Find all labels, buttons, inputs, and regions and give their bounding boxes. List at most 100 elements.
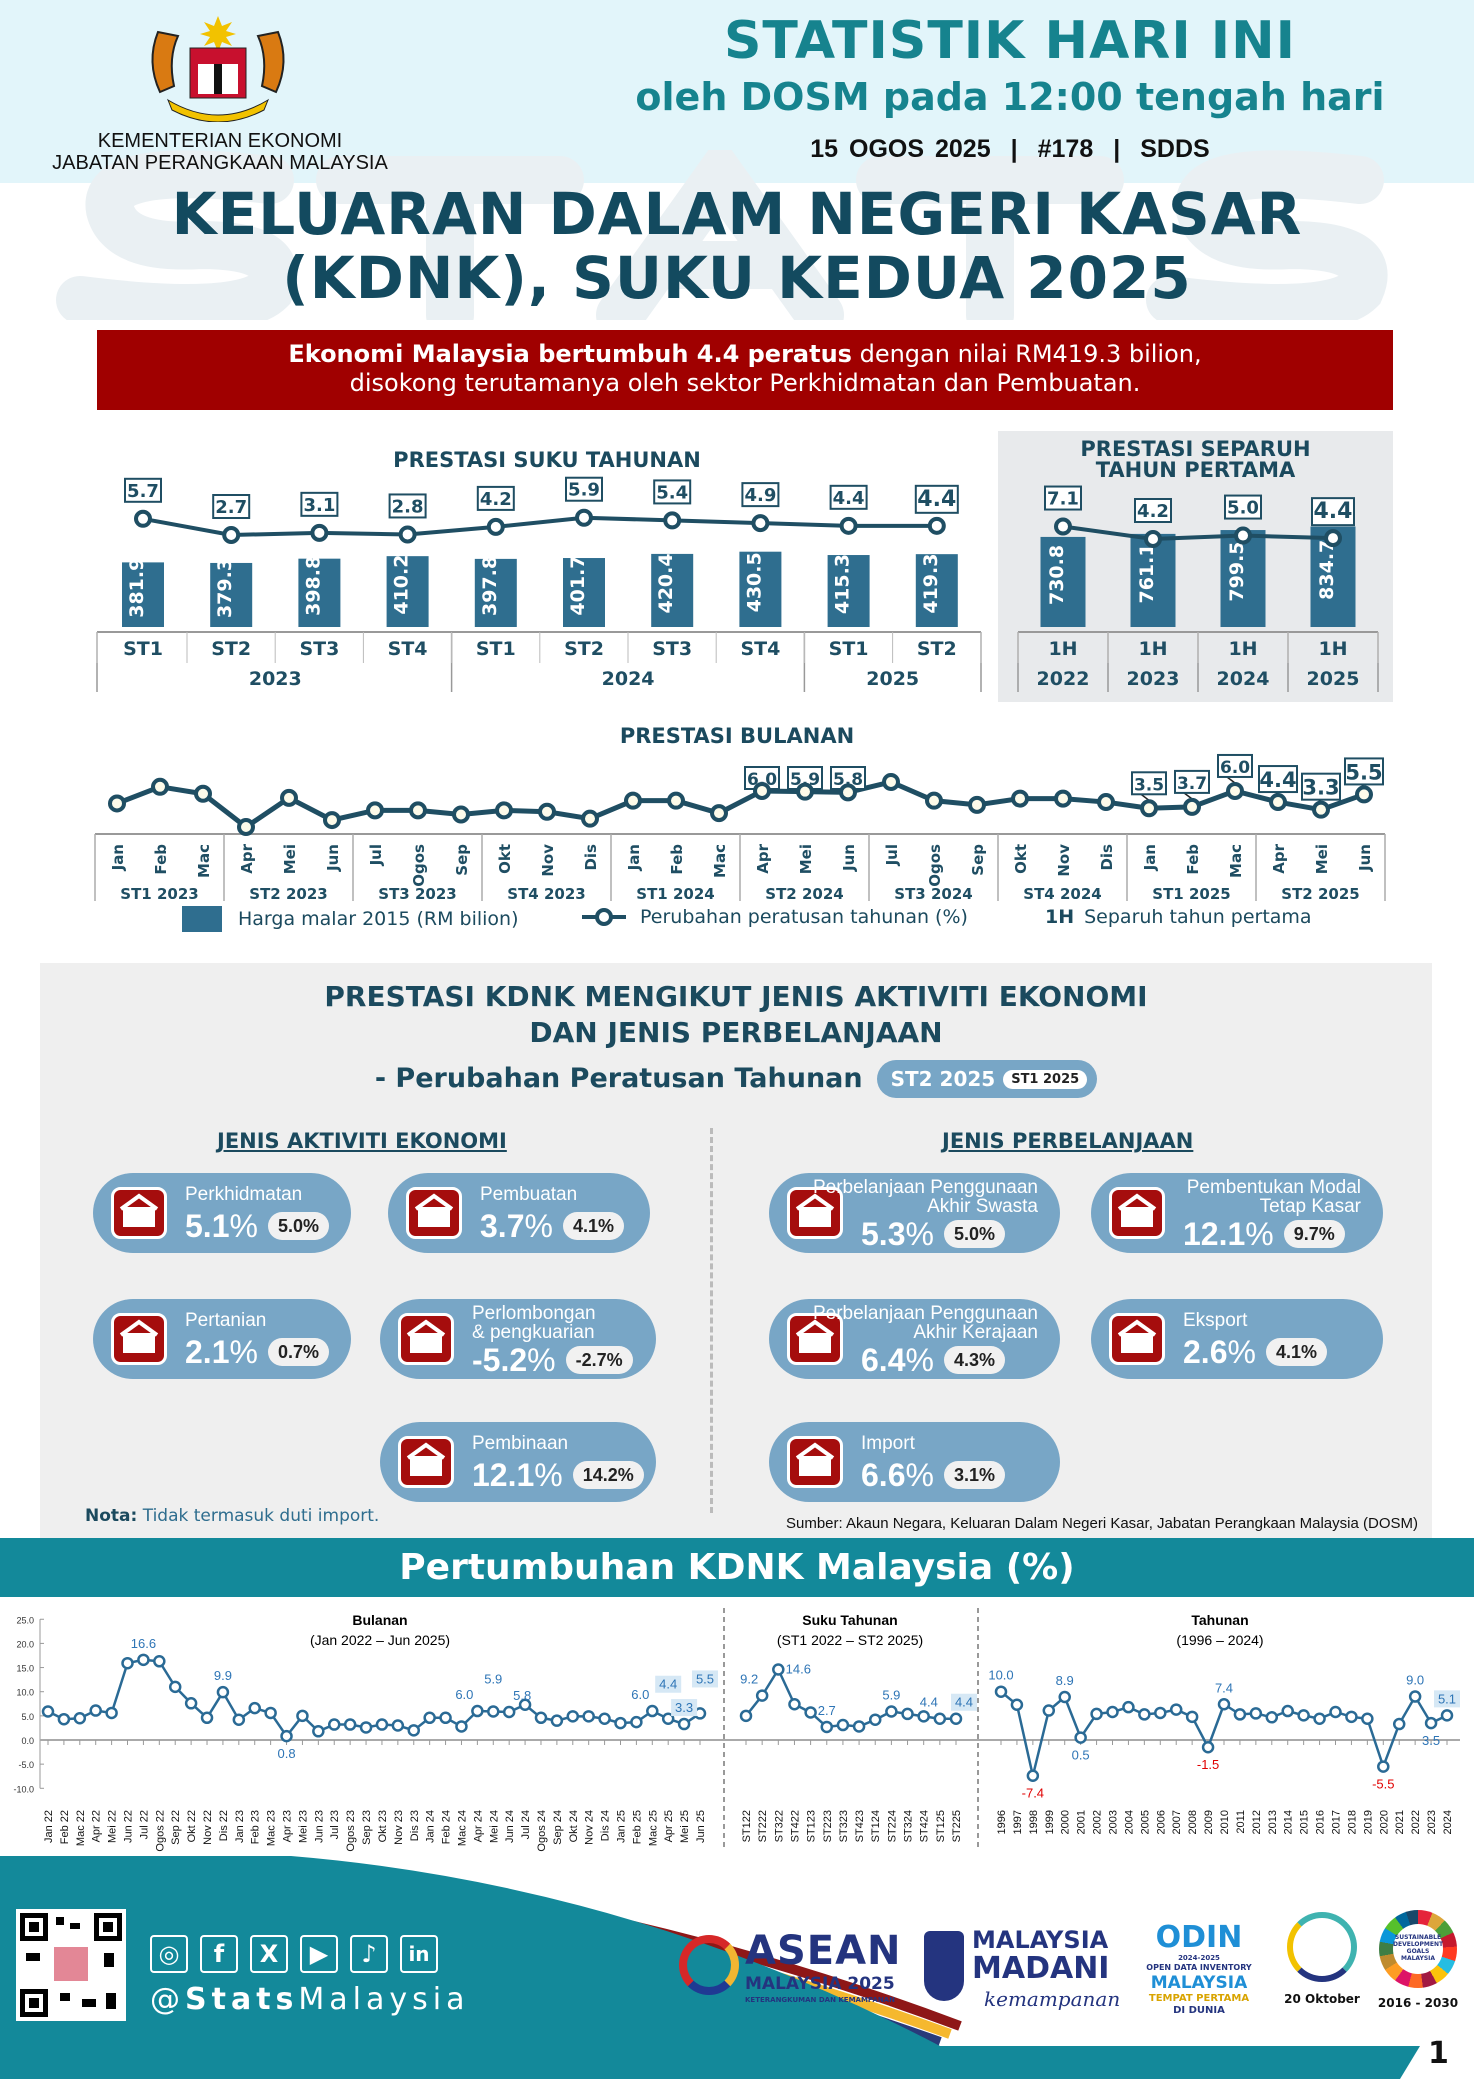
data-point bbox=[534, 1711, 548, 1725]
period-label: ST3 bbox=[652, 638, 692, 660]
x-tick-label: ST123 bbox=[806, 1810, 818, 1842]
gdp-value: 401.7 bbox=[567, 555, 589, 615]
growth-point bbox=[1183, 797, 1201, 816]
percent-sign: % bbox=[905, 1457, 934, 1493]
gdp-bar bbox=[1220, 530, 1266, 627]
youtube-icon[interactable]: ▶ bbox=[300, 1935, 338, 1973]
month-label: Dis bbox=[582, 844, 600, 871]
data-point bbox=[1217, 1698, 1231, 1711]
stats-day-emblem-icon bbox=[1287, 1912, 1357, 1982]
gdp-value: 730.8 bbox=[1046, 545, 1068, 605]
x-twitter-icon[interactable]: X bbox=[250, 1935, 288, 1973]
sector-values: 5.3% 5.0% bbox=[861, 1217, 1005, 1251]
data-point bbox=[280, 1729, 293, 1743]
data-point bbox=[1249, 1707, 1263, 1720]
annual-chart-subtitle: (1996 – 2024) bbox=[1176, 1632, 1264, 1648]
data-label: 6.0 bbox=[631, 1687, 649, 1702]
period-label: ST4 bbox=[388, 638, 428, 660]
x-tick-label: Jul 22 bbox=[138, 1810, 150, 1839]
x-tick-label: 2006 bbox=[1155, 1810, 1167, 1834]
x-tick-label: Mei 23 bbox=[297, 1810, 309, 1843]
data-point bbox=[1361, 1712, 1374, 1725]
y-tick-label: 15.0 bbox=[16, 1664, 34, 1674]
growth-point bbox=[538, 802, 556, 821]
delivery-truck-icon bbox=[111, 1187, 167, 1239]
crane-icon bbox=[398, 1436, 454, 1488]
period-badge: ST2 2025 ST1 2025 bbox=[876, 1060, 1098, 1098]
x-tick-label: Dis 23 bbox=[409, 1810, 421, 1841]
sector-previous-growth: 4.1% bbox=[1265, 1338, 1327, 1366]
growth-point bbox=[222, 526, 241, 544]
data-label: 9.2 bbox=[740, 1672, 758, 1687]
growth-label: 3.3 bbox=[1302, 776, 1339, 800]
growth-point bbox=[882, 772, 900, 791]
data-point bbox=[502, 1705, 516, 1719]
social-handle[interactable]: @StatsMalaysia bbox=[150, 1982, 469, 2018]
building-icon bbox=[1109, 1187, 1165, 1239]
data-point bbox=[200, 1711, 214, 1725]
growth-label: 3.1 bbox=[303, 495, 335, 516]
y-tick-label: -5.0 bbox=[18, 1760, 34, 1770]
growth-point bbox=[194, 784, 212, 803]
qr-code[interactable] bbox=[16, 1909, 126, 2021]
gdp-value: 379.3 bbox=[214, 558, 236, 618]
month-label: Jun bbox=[324, 844, 342, 872]
year-label: 2022 bbox=[1037, 668, 1090, 690]
x-tick-label: Nov 24 bbox=[584, 1810, 596, 1845]
sector-growth: 5.3% bbox=[861, 1217, 934, 1251]
gdp-bar bbox=[827, 555, 870, 627]
data-point bbox=[1265, 1711, 1279, 1724]
x-tick-label: ST125 bbox=[935, 1810, 947, 1842]
period-label: ST1 bbox=[829, 638, 869, 660]
sector-label-line2: Tetap Kasar bbox=[1259, 1196, 1361, 1217]
period-label: ST2 bbox=[211, 638, 251, 660]
x-tick-label: Jan 22 bbox=[43, 1810, 55, 1843]
x-tick-label: Sep 22 bbox=[170, 1810, 182, 1845]
data-point bbox=[1281, 1704, 1294, 1718]
period-label: 1H bbox=[1138, 638, 1167, 660]
growth-point bbox=[575, 508, 593, 527]
x-tick-label: Okt 22 bbox=[186, 1810, 198, 1842]
note-label: Nota: bbox=[85, 1506, 138, 1526]
sector-previous-growth: 14.2% bbox=[572, 1461, 644, 1489]
gdp-bar bbox=[915, 554, 958, 627]
sector-growth-value: 12.1 bbox=[1183, 1216, 1246, 1252]
tiktok-icon[interactable]: ♪ bbox=[350, 1935, 388, 1973]
linkedin-icon[interactable]: in bbox=[400, 1935, 438, 1973]
coat-of-arms-logo bbox=[138, 12, 298, 123]
x-tick-label: Jul 23 bbox=[329, 1810, 341, 1839]
label-highlight bbox=[951, 1693, 977, 1711]
export-truck-icon bbox=[1109, 1313, 1165, 1365]
sector-card: Perbelanjaan Penggunaan Akhir Kerajaan 6.4… bbox=[769, 1299, 1060, 1379]
growth-point bbox=[495, 801, 513, 820]
x-tick-label: Mei 24 bbox=[488, 1810, 500, 1843]
data-point bbox=[1329, 1705, 1342, 1719]
x-tick-label: ST222 bbox=[757, 1810, 769, 1842]
growth-point bbox=[753, 781, 771, 800]
data-point bbox=[885, 1705, 898, 1718]
data-label: 5.1 bbox=[1438, 1691, 1456, 1706]
x-tick-label: 2019 bbox=[1362, 1810, 1374, 1834]
half-year-title-line1: PRESTASI SEPARUH bbox=[1080, 437, 1311, 461]
x-tick-label: 1999 bbox=[1044, 1810, 1056, 1834]
data-point bbox=[836, 1718, 850, 1732]
x-tick-label: 2012 bbox=[1251, 1810, 1263, 1834]
quarter-label: ST3 2023 bbox=[378, 885, 456, 903]
issue-number: #178 bbox=[1037, 135, 1094, 163]
month-label: Feb bbox=[668, 844, 686, 875]
quarter-label: ST1 2025 bbox=[1152, 885, 1230, 903]
data-point bbox=[614, 1716, 627, 1730]
data-point bbox=[901, 1707, 914, 1721]
growth-point bbox=[968, 795, 986, 814]
x-tick-label: ST224 bbox=[886, 1810, 898, 1842]
sector-label: Pembuatan bbox=[480, 1184, 578, 1205]
facebook-icon[interactable]: f bbox=[200, 1935, 238, 1973]
data-point bbox=[1377, 1760, 1390, 1773]
sector-growth-value: -5.2 bbox=[472, 1342, 528, 1378]
gdp-value: 415.3 bbox=[832, 554, 854, 614]
odin-logo: ODIN 2024-2025 OPEN DATA INVENTORY MALAY… bbox=[1140, 1922, 1258, 2018]
instagram-icon[interactable]: ◎ bbox=[150, 1935, 188, 1973]
x-tick-label: 2002 bbox=[1092, 1810, 1104, 1834]
footer-background bbox=[0, 1856, 1474, 2079]
